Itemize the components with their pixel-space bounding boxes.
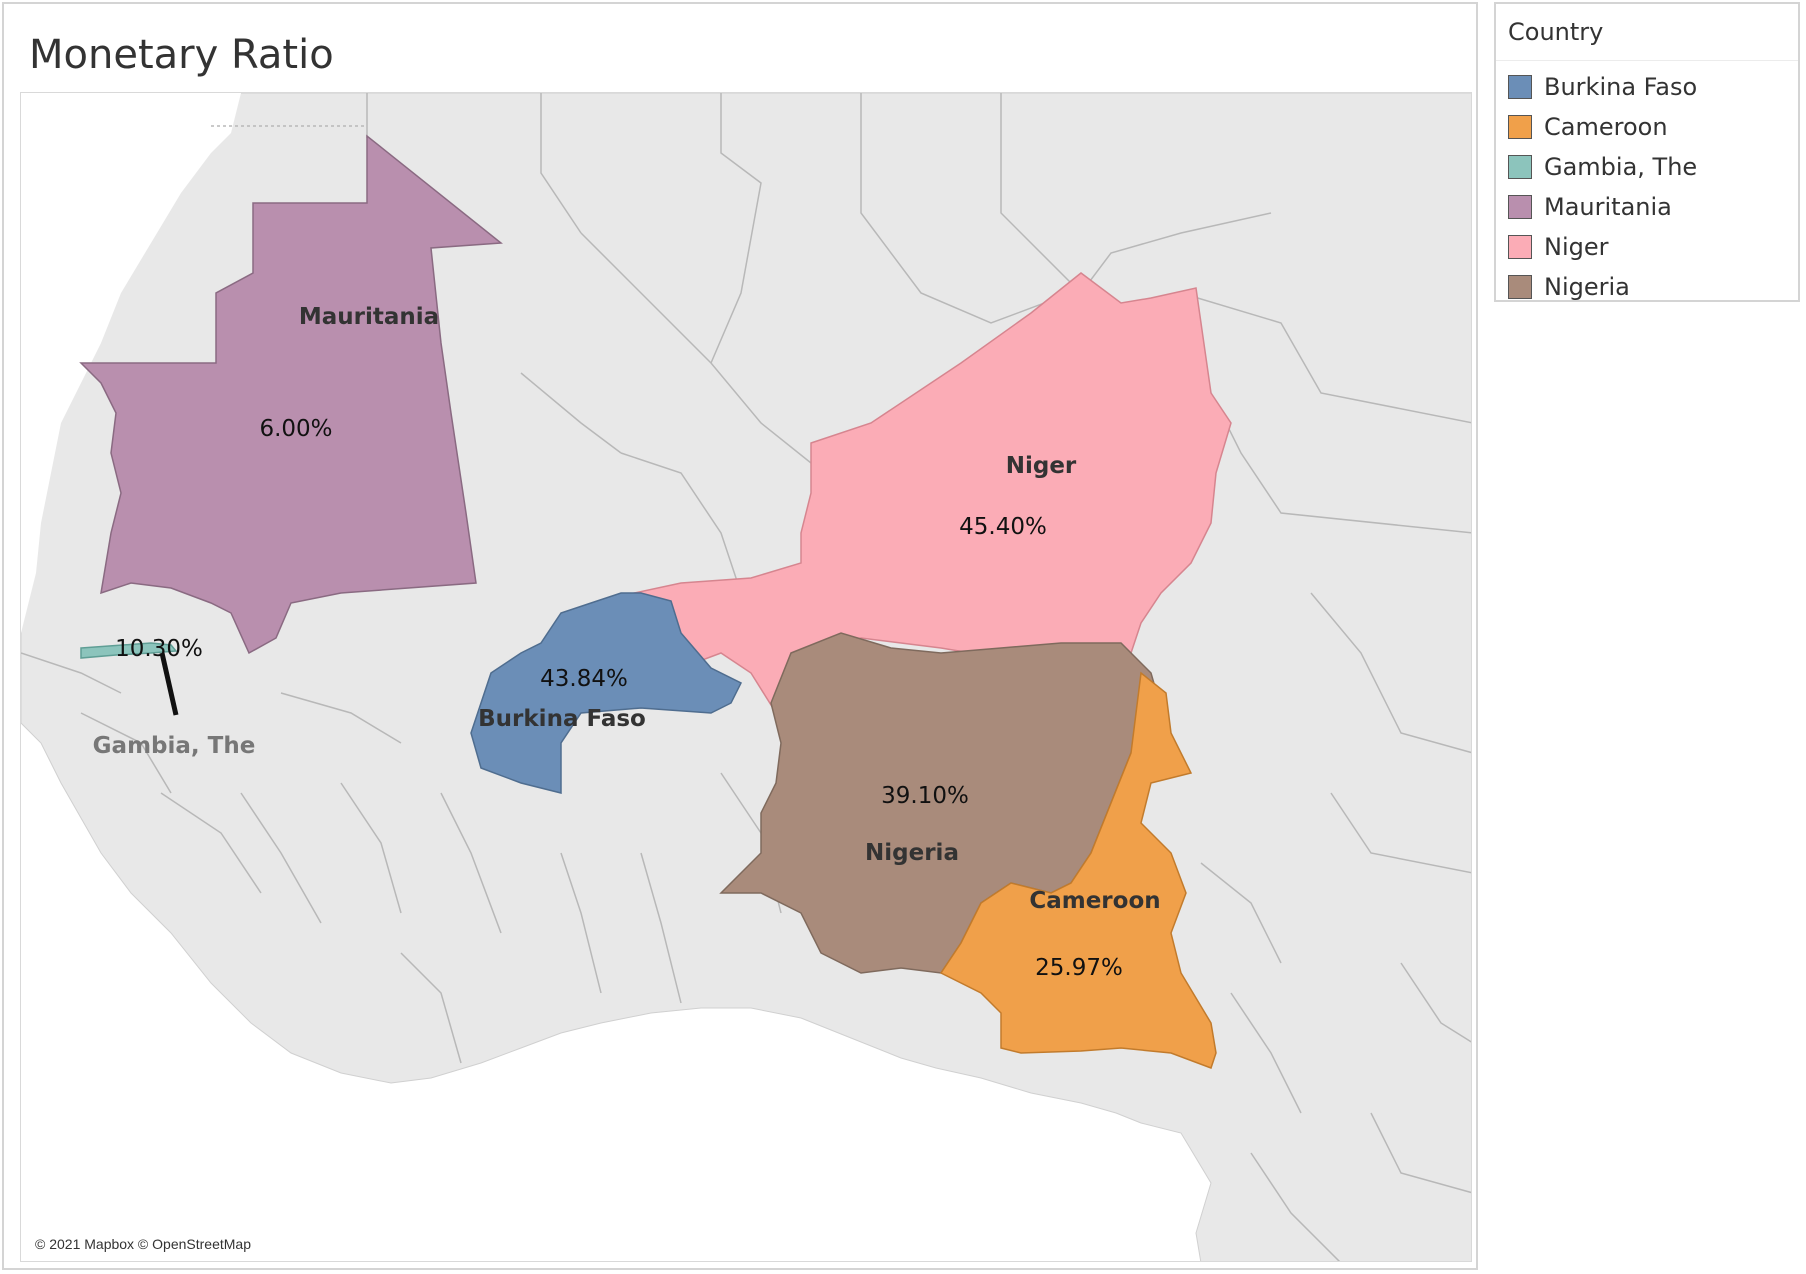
legend-panel: Country Burkina Faso Cameroon Gambia, Th… — [1494, 2, 1800, 302]
map-attribution[interactable]: © 2021 Mapbox © OpenStreetMap — [31, 1235, 255, 1253]
label-niger-value: 45.40% — [959, 514, 1047, 540]
label-mauritania-value: 6.00% — [259, 416, 332, 442]
legend-label: Nigeria — [1544, 273, 1630, 301]
legend-swatch — [1508, 115, 1532, 139]
gambia-leader-line — [159, 652, 179, 716]
label-nigeria-name: Nigeria — [865, 840, 959, 866]
legend-swatch — [1508, 275, 1532, 299]
legend-swatch — [1508, 155, 1532, 179]
label-cameroon-value: 25.97% — [1035, 955, 1123, 981]
map-svg[interactable]: Mauritania 6.00% Niger 45.40% 43.84% Bur… — [21, 93, 1472, 1262]
legend-swatch — [1508, 195, 1532, 219]
legend-item-gambia[interactable]: Gambia, The — [1496, 147, 1798, 187]
legend-item-nigeria[interactable]: Nigeria — [1496, 267, 1798, 307]
legend-swatch — [1508, 235, 1532, 259]
label-gambia-name: Gambia, The — [93, 733, 256, 759]
label-cameroon-name: Cameroon — [1029, 888, 1160, 914]
legend-label: Gambia, The — [1544, 153, 1698, 181]
legend-item-burkina-faso[interactable]: Burkina Faso — [1496, 67, 1798, 107]
legend-list: Burkina Faso Cameroon Gambia, The Maurit… — [1496, 60, 1798, 307]
burkina-faso-shape[interactable] — [470, 592, 743, 794]
legend-item-mauritania[interactable]: Mauritania — [1496, 187, 1798, 227]
gambia-shape[interactable] — [80, 642, 178, 659]
mauritania-shape[interactable] — [79, 134, 503, 655]
map-viz-panel: Monetary Ratio — [2, 2, 1478, 1270]
label-burkina-faso-name: Burkina Faso — [478, 706, 646, 732]
label-burkina-faso-value: 43.84% — [540, 666, 628, 692]
label-niger-name: Niger — [1006, 453, 1077, 479]
atlantic-coast — [21, 93, 241, 633]
legend-label: Mauritania — [1544, 193, 1672, 221]
label-gambia-value: 10.30% — [115, 636, 203, 662]
legend-label: Cameroon — [1544, 113, 1668, 141]
legend-title: Country — [1508, 18, 1604, 46]
legend-label: Burkina Faso — [1544, 73, 1698, 101]
legend-label: Niger — [1544, 233, 1609, 261]
legend-item-niger[interactable]: Niger — [1496, 227, 1798, 267]
label-nigeria-value: 39.10% — [881, 783, 969, 809]
map-area[interactable]: Mauritania 6.00% Niger 45.40% 43.84% Bur… — [20, 92, 1472, 1262]
legend-item-cameroon[interactable]: Cameroon — [1496, 107, 1798, 147]
legend-swatch — [1508, 75, 1532, 99]
viz-title: Monetary Ratio — [29, 32, 334, 78]
cameroon-shape[interactable] — [939, 671, 1217, 1069]
label-mauritania-name: Mauritania — [299, 304, 439, 330]
